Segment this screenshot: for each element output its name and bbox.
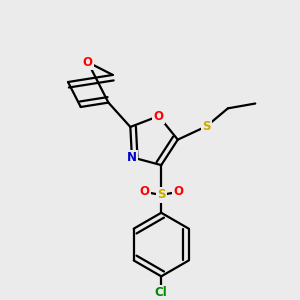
Text: N: N [127, 151, 137, 164]
Text: O: O [173, 185, 183, 198]
Text: Cl: Cl [155, 286, 168, 299]
Text: O: O [154, 110, 164, 123]
Text: O: O [83, 56, 93, 69]
Text: O: O [140, 185, 149, 198]
Text: S: S [157, 188, 166, 201]
Text: S: S [202, 120, 211, 133]
